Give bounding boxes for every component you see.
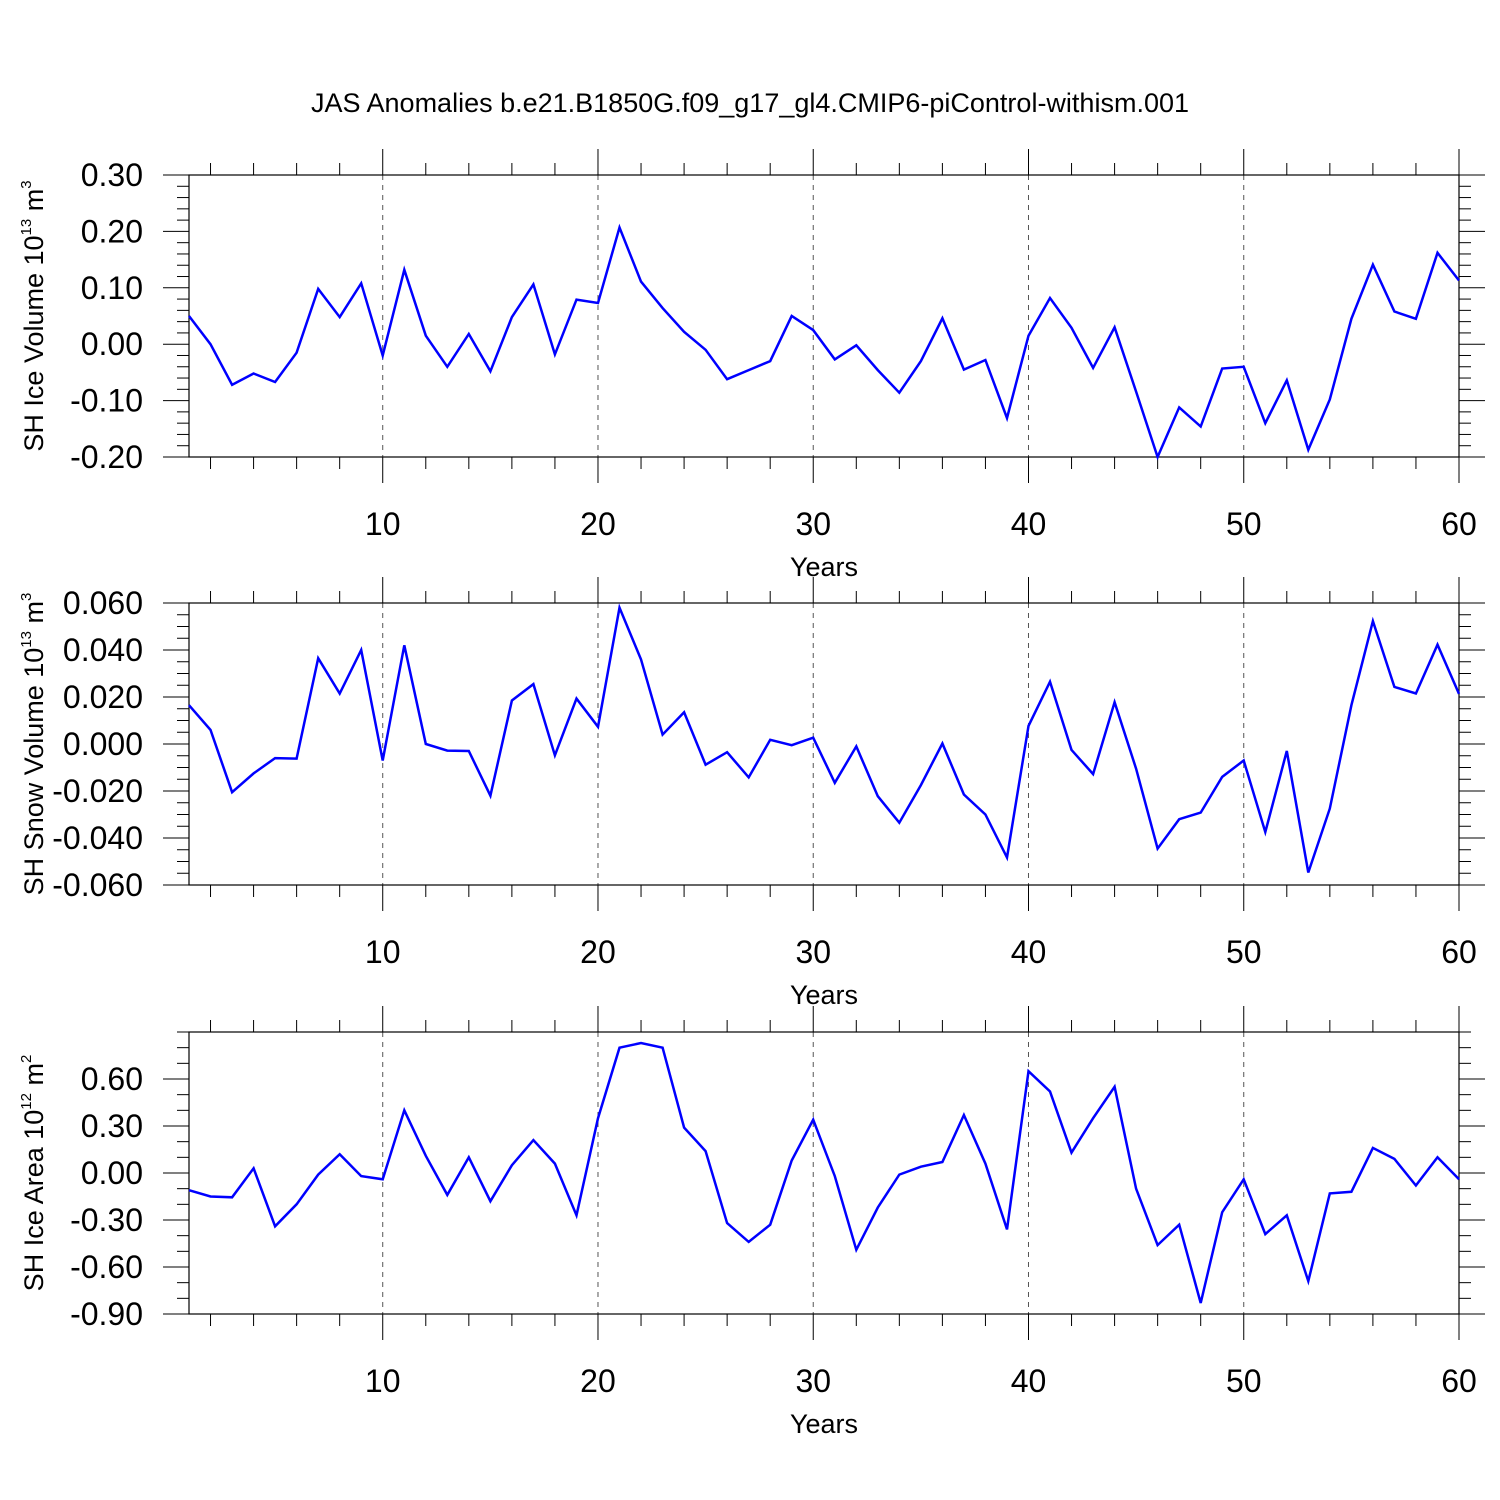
x-tick-label: 20: [580, 934, 616, 970]
panel-3: -0.90 -0.60 -0.30 0.00 0.30 0.60 10 20 30 40 50 60 Y…: [18, 1006, 1485, 1439]
y-tick-label: 0.10: [81, 270, 143, 306]
x-tick-label: 10: [365, 934, 401, 970]
y-axis-label: SH Ice Area 1012 m2: [18, 1055, 49, 1292]
x-tick-label: 20: [580, 506, 616, 542]
x-tick-label: 40: [1011, 934, 1047, 970]
y-axis-label-text: SH Ice Area 10: [19, 1110, 49, 1292]
y-axis-label-text: SH Ice Volume 10: [19, 235, 49, 451]
y-axis-label-unit: m: [19, 601, 49, 631]
x-tick-label: 50: [1226, 506, 1262, 542]
x-tick-label: 50: [1226, 934, 1262, 970]
panel-2: -0.060 -0.040 -0.020 0.000 0.020 0.040 0.060 10…: [18, 577, 1485, 1010]
y-axis-label: SH Ice Volume 1013 m3: [18, 180, 49, 451]
y-tick-label: -0.30: [70, 1202, 143, 1238]
x-tick-label: 30: [795, 1363, 831, 1399]
y-axis-label-unit-exponent: 3: [18, 180, 35, 188]
x-tick-label: 20: [580, 1363, 616, 1399]
x-axis-label: Years: [790, 552, 858, 582]
panel-1: -0.20 -0.10 0.00 0.10 0.20 0.30 10 20 30 40 50 60 Ye…: [18, 149, 1485, 582]
y-axis-label-exponent: 12: [18, 1093, 35, 1110]
x-axis-label: Years: [790, 980, 858, 1010]
x-tick-label: 40: [1011, 506, 1047, 542]
y-tick-label: 0.30: [81, 1108, 143, 1144]
y-axis-label-unit: m: [19, 1063, 49, 1093]
x-tick-label: 30: [795, 506, 831, 542]
x-tick-label: 30: [795, 934, 831, 970]
x-tick-label: 10: [365, 1363, 401, 1399]
y-tick-label: 0.000: [63, 726, 143, 762]
y-tick-label: 0.020: [63, 679, 143, 715]
y-axis-label-unit-exponent: 3: [18, 593, 35, 601]
series-line: [188, 1041, 1460, 1304]
y-tick-label: -0.060: [52, 867, 143, 903]
y-tick-label: -0.90: [70, 1296, 143, 1332]
y-tick-label: 0.040: [63, 632, 143, 668]
y-tick-label: -0.020: [52, 773, 143, 809]
x-axis-label: Years: [790, 1409, 858, 1439]
y-axis-label-exponent: 13: [18, 219, 35, 236]
series-line: [188, 603, 1461, 873]
y-axis-label-text: SH Snow Volume 10: [19, 648, 49, 896]
y-tick-label: -0.040: [52, 820, 143, 856]
x-tick-label: 60: [1441, 506, 1477, 542]
y-axis-label-unit: m: [19, 189, 49, 219]
y-axis-label-unit-exponent: 2: [18, 1055, 35, 1063]
y-tick-label: -0.20: [70, 439, 143, 475]
y-tick-label: -0.10: [70, 383, 143, 419]
y-tick-label: -0.60: [70, 1249, 143, 1285]
x-tick-label: 10: [365, 506, 401, 542]
y-tick-label: 0.20: [81, 213, 143, 249]
y-axis-label: SH Snow Volume 1013 m3: [18, 593, 49, 896]
y-tick-label: 0.00: [81, 326, 143, 362]
plot-frame: [188, 1031, 1460, 1315]
x-tick-label: 60: [1441, 1363, 1477, 1399]
x-tick-label: 40: [1011, 1363, 1047, 1399]
y-tick-label: 0.00: [81, 1155, 143, 1191]
y-tick-label: 0.30: [81, 157, 143, 193]
y-axis-label-exponent: 13: [18, 631, 35, 648]
y-tick-label: 0.060: [63, 585, 143, 621]
x-tick-label: 50: [1226, 1363, 1262, 1399]
y-tick-label: 0.60: [81, 1061, 143, 1097]
figure-title: JAS Anomalies b.e21.B1850G.f09_g17_gl4.C…: [311, 88, 1189, 118]
series-line: [188, 223, 1460, 461]
x-tick-label: 60: [1441, 934, 1477, 970]
